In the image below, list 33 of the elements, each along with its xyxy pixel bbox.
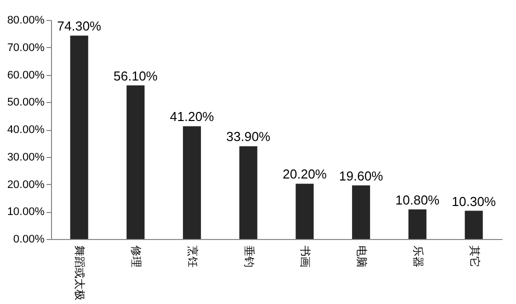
bar bbox=[182, 126, 201, 239]
y-tick-label: 20.00% bbox=[7, 178, 45, 191]
x-tick-label: 舞蹈或太极 bbox=[73, 246, 86, 300]
x-tick-label: 电脑 bbox=[355, 246, 368, 268]
data-label: 19.60% bbox=[339, 168, 384, 184]
y-tick-label: 30.00% bbox=[7, 151, 45, 164]
data-label: 74.30% bbox=[57, 18, 102, 34]
data-label: 33.90% bbox=[226, 129, 271, 144]
y-tick-label: 80.00% bbox=[7, 14, 45, 26]
data-label: 10.80% bbox=[395, 192, 440, 208]
bar bbox=[408, 209, 426, 239]
y-tick-label: 70.00% bbox=[7, 42, 45, 54]
data-label: 20.20% bbox=[282, 166, 328, 182]
bar bbox=[70, 36, 88, 239]
x-tick-label: 书画 bbox=[298, 246, 312, 268]
y-tick-label: 0.00% bbox=[13, 234, 45, 246]
x-tick-label: 修理 bbox=[130, 246, 142, 268]
y-tick-label: 10.00% bbox=[7, 206, 45, 218]
bar bbox=[464, 210, 483, 239]
data-label: 41.20% bbox=[170, 109, 214, 124]
y-tick-label: 50.00% bbox=[7, 96, 45, 109]
y-tick-label: 60.00% bbox=[7, 69, 45, 82]
bar bbox=[352, 185, 370, 239]
x-tick-label: 烹饪 bbox=[186, 246, 199, 268]
data-label: 56.10% bbox=[114, 68, 158, 84]
x-tick-label: 垂钓 bbox=[242, 246, 256, 268]
bar bbox=[296, 184, 314, 239]
bar bbox=[239, 146, 258, 239]
y-tick-label: 40.00% bbox=[7, 124, 45, 136]
x-tick-label: 乐器 bbox=[411, 246, 424, 268]
bar bbox=[126, 85, 145, 239]
x-tick-label: 其它 bbox=[468, 246, 481, 268]
data-label: 10.30% bbox=[452, 194, 496, 209]
